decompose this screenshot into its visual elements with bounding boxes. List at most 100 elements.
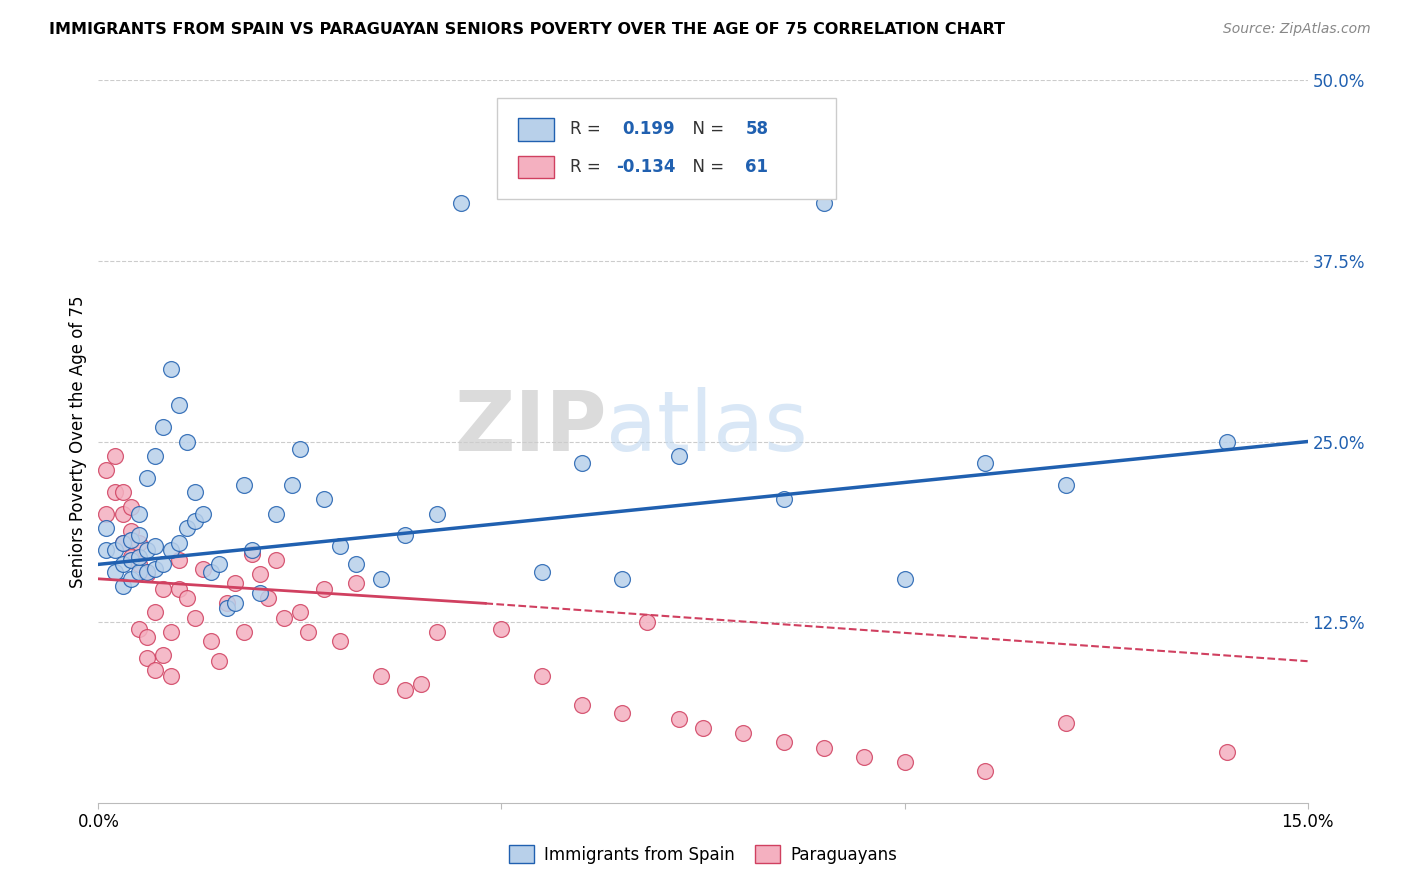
Point <box>176 591 198 605</box>
Point <box>111 535 134 549</box>
Point <box>152 648 174 663</box>
Point <box>135 630 157 644</box>
Point <box>668 712 690 726</box>
Point <box>128 507 150 521</box>
Point <box>1054 716 1077 731</box>
Point <box>143 663 166 677</box>
FancyBboxPatch shape <box>498 98 837 200</box>
Point <box>184 514 207 528</box>
Point <box>111 535 134 549</box>
Point <box>612 706 634 721</box>
Point <box>111 579 134 593</box>
Point <box>135 567 157 582</box>
Point <box>893 756 915 770</box>
Point <box>264 507 287 521</box>
Point <box>128 535 150 549</box>
Point <box>176 434 198 449</box>
Point <box>160 362 183 376</box>
Point <box>167 535 190 549</box>
Point <box>103 542 125 557</box>
Point <box>120 524 142 538</box>
Point <box>193 562 215 576</box>
FancyBboxPatch shape <box>517 156 554 178</box>
Point <box>152 582 174 596</box>
Text: N =: N = <box>682 120 730 138</box>
Text: N =: N = <box>682 158 730 176</box>
Point <box>208 558 231 572</box>
Point <box>96 463 118 477</box>
Point <box>256 591 278 605</box>
Point <box>143 605 166 619</box>
Point <box>813 196 835 211</box>
Point <box>426 625 449 640</box>
Point <box>314 492 336 507</box>
Point <box>167 553 190 567</box>
Point <box>224 596 246 610</box>
Point <box>128 558 150 572</box>
Point <box>288 442 311 456</box>
Point <box>491 623 513 637</box>
Point <box>120 572 142 586</box>
Point <box>103 565 125 579</box>
Point <box>128 528 150 542</box>
Text: 58: 58 <box>745 120 768 138</box>
Point <box>176 521 198 535</box>
Point <box>240 542 263 557</box>
Text: R =: R = <box>569 120 606 138</box>
Point <box>426 507 449 521</box>
Point <box>103 449 125 463</box>
Point <box>692 721 714 735</box>
Point <box>217 596 239 610</box>
Point <box>167 398 190 412</box>
Point <box>135 470 157 484</box>
Point <box>668 449 690 463</box>
Point <box>111 558 134 572</box>
Point <box>200 634 222 648</box>
Point <box>571 456 593 470</box>
FancyBboxPatch shape <box>517 119 554 141</box>
Point <box>370 668 392 682</box>
Point <box>297 625 319 640</box>
Point <box>96 542 118 557</box>
Point <box>143 562 166 576</box>
Point <box>974 764 997 778</box>
Point <box>135 565 157 579</box>
Point <box>128 623 150 637</box>
Point <box>232 625 254 640</box>
Point <box>612 572 634 586</box>
Point <box>273 611 295 625</box>
Point <box>249 586 271 600</box>
Point <box>143 449 166 463</box>
Point <box>394 528 416 542</box>
Point <box>813 740 835 755</box>
Point <box>160 668 183 682</box>
Point <box>974 456 997 470</box>
Point <box>1216 434 1239 449</box>
Point <box>314 582 336 596</box>
Point <box>184 611 207 625</box>
Point <box>370 572 392 586</box>
Text: atlas: atlas <box>606 386 808 467</box>
Point <box>329 539 352 553</box>
Point <box>128 550 150 565</box>
Point <box>772 492 794 507</box>
Text: IMMIGRANTS FROM SPAIN VS PARAGUAYAN SENIORS POVERTY OVER THE AGE OF 75 CORRELATI: IMMIGRANTS FROM SPAIN VS PARAGUAYAN SENI… <box>49 22 1005 37</box>
Point <box>111 507 134 521</box>
Point <box>111 485 134 500</box>
Point <box>530 668 553 682</box>
Point <box>571 698 593 712</box>
Point <box>240 547 263 561</box>
Point <box>281 478 304 492</box>
Point <box>160 625 183 640</box>
Point <box>344 558 367 572</box>
Point <box>733 726 755 740</box>
Point <box>329 634 352 648</box>
Point <box>103 485 125 500</box>
Point <box>636 615 658 630</box>
Legend: Immigrants from Spain, Paraguayans: Immigrants from Spain, Paraguayans <box>502 838 904 871</box>
Point <box>893 572 915 586</box>
Point <box>120 533 142 547</box>
Point <box>288 605 311 619</box>
Point <box>135 651 157 665</box>
Point <box>1054 478 1077 492</box>
